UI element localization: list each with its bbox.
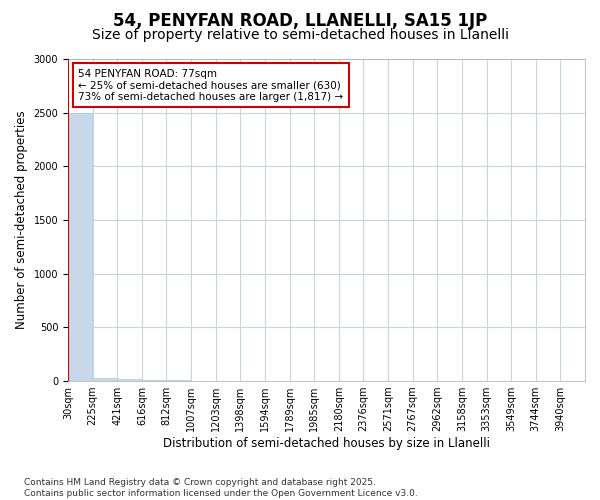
Text: Size of property relative to semi-detached houses in Llanelli: Size of property relative to semi-detach… (91, 28, 509, 42)
Bar (93, 378, 116, 381)
Text: 54, PENYFAN ROAD, LLANELLI, SA15 1JP: 54, PENYFAN ROAD, LLANELLI, SA15 1JP (113, 12, 487, 30)
Bar (118, 380, 141, 381)
X-axis label: Distribution of semi-detached houses by size in Llanelli: Distribution of semi-detached houses by … (163, 437, 490, 450)
Y-axis label: Number of semi-detached properties: Number of semi-detached properties (15, 110, 28, 330)
Text: 54 PENYFAN ROAD: 77sqm
← 25% of semi-detached houses are smaller (630)
73% of se: 54 PENYFAN ROAD: 77sqm ← 25% of semi-det… (79, 68, 343, 102)
Bar (167, 380, 191, 381)
Bar (68, 112, 92, 381)
Text: Contains HM Land Registry data © Crown copyright and database right 2025.
Contai: Contains HM Land Registry data © Crown c… (24, 478, 418, 498)
Bar (142, 380, 166, 381)
